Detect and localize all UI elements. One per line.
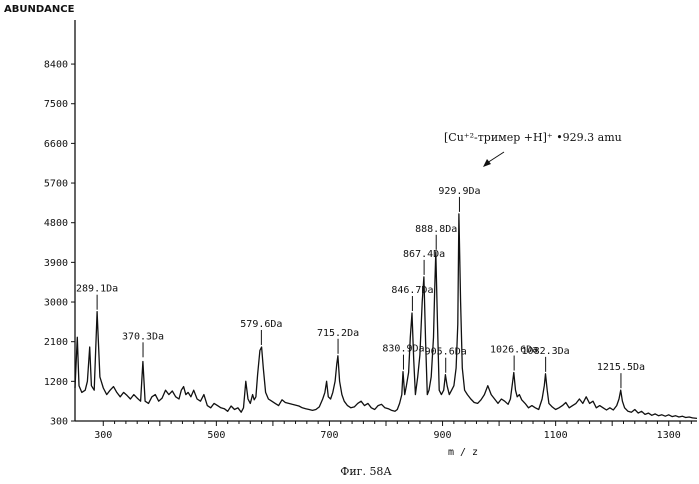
x-tick-label: 1100	[544, 430, 568, 441]
y-axis: 300 1200 2100 3000 3900 4800 5700 6600 7500 8400	[44, 20, 75, 428]
y-tick-label: 4800	[44, 218, 68, 229]
peak-label: 888.8Da	[415, 224, 457, 235]
y-tick-label: 2100	[44, 337, 68, 348]
figure-caption: Фиг. 58А	[340, 465, 392, 478]
y-tick-label: 8400	[44, 60, 68, 71]
y-axis-title: ABUNDANCE	[4, 4, 75, 15]
y-tick-label: 1200	[44, 377, 68, 388]
peak-labels: 289.1Da 370.3Da 579.6Da 715.2Da 830.9Da 846.7…	[76, 186, 645, 388]
trimer-annotation: [Cu⁺²-тример +H]⁺ •929.3 amu	[444, 131, 622, 144]
x-tick-label: 1300	[657, 430, 681, 441]
peak-label: 715.2Da	[317, 328, 359, 339]
y-tick-label: 300	[50, 417, 68, 428]
y-tick-label: 5700	[44, 179, 68, 190]
y-tick-label: 3000	[44, 298, 68, 309]
y-tick-label: 6600	[44, 139, 68, 150]
peak-label: 1082.3Da	[522, 346, 570, 357]
spectrum-series	[75, 214, 697, 419]
peak-label: 579.6Da	[240, 319, 282, 330]
x-axis: 300 500 700 900 1100 1300	[75, 421, 697, 441]
peak-label: 830.9Da	[382, 344, 424, 355]
x-tick-label: 700	[320, 430, 338, 441]
annotation-group: [Cu⁺²-тример +H]⁺ •929.3 amu	[444, 131, 622, 167]
arrow-head-icon	[483, 159, 491, 167]
peak-label: 289.1Da	[76, 284, 118, 295]
y-tick-label: 7500	[44, 99, 68, 110]
peak-label: 370.3Da	[122, 331, 164, 342]
peak-label: 846.7Da	[391, 285, 433, 296]
spectrum-line	[75, 214, 697, 419]
x-tick-label: 300	[94, 430, 112, 441]
peak-label: 929.9Da	[438, 186, 480, 197]
annotation-arrow	[487, 152, 504, 163]
x-axis-title: m / z	[448, 447, 478, 458]
peak-label: 867.4Da	[403, 249, 445, 260]
peak-label: 1215.5Da	[597, 362, 645, 373]
peak-label: 905.6Da	[425, 347, 467, 358]
y-tick-label: 3900	[44, 258, 68, 269]
x-tick-label: 500	[207, 430, 225, 441]
x-tick-label: 900	[434, 430, 452, 441]
